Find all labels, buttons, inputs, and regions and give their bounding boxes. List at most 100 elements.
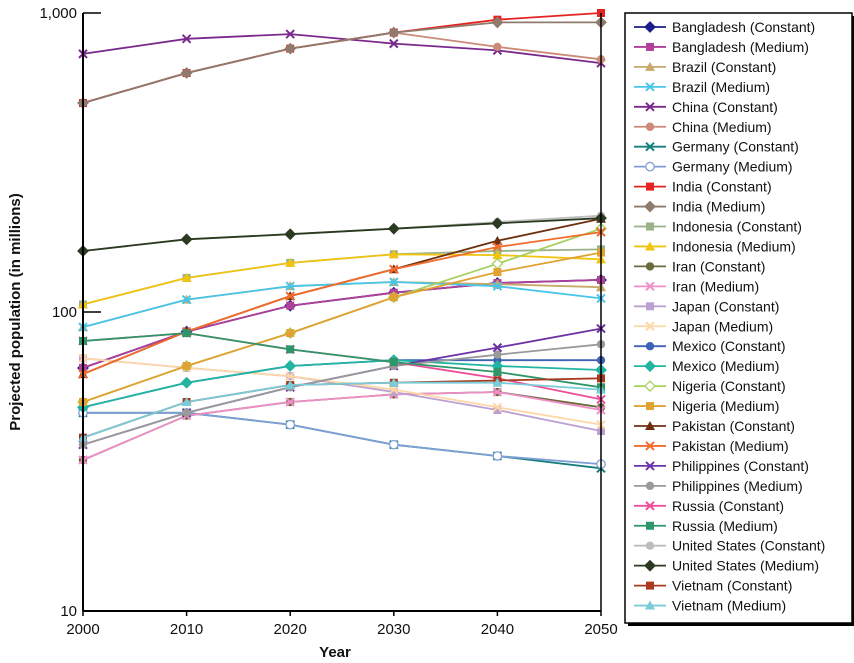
legend-item: Pakistan (Constant) — [634, 418, 795, 434]
series-brazil-medium — [78, 277, 606, 332]
legend-item: China (Medium) — [634, 119, 772, 135]
legend-item: Brazil (Constant) — [634, 59, 776, 75]
y-tick-label: 100 — [52, 304, 77, 321]
legend-label: China (Constant) — [672, 99, 778, 115]
legend-label: Indonesia (Medium) — [672, 238, 796, 254]
y-tick-label: 1,000 — [39, 5, 77, 22]
legend-item: Vietnam (Constant) — [634, 578, 792, 594]
series-line — [82, 214, 602, 252]
legend-label: Pakistan (Constant) — [672, 418, 795, 434]
data-point — [286, 345, 295, 354]
data-point — [284, 360, 297, 372]
data-point — [181, 34, 192, 44]
legend-item: Germany (Constant) — [634, 139, 799, 155]
legend-label: Russia (Constant) — [672, 498, 784, 514]
data-point — [285, 29, 295, 39]
legend-label: India (Constant) — [672, 179, 772, 195]
data-point — [493, 406, 502, 415]
series-india-medium — [77, 16, 607, 109]
legend-label: United States (Medium) — [672, 558, 819, 574]
legend-item: Nigeria (Constant) — [634, 378, 786, 394]
series-china-constant — [78, 29, 606, 68]
x-axis-title: Year — [319, 644, 351, 661]
legend-label: Brazil (Medium) — [672, 79, 770, 95]
data-point — [285, 379, 296, 389]
data-point — [285, 371, 295, 381]
legend-label: Indonesia (Constant) — [672, 219, 802, 235]
legend-item: India (Constant) — [634, 179, 772, 195]
series-pakistan-constant — [78, 213, 606, 379]
legend-item: United States (Medium) — [634, 558, 819, 574]
legend-item: India (Medium) — [634, 199, 765, 215]
legend-marker — [644, 360, 656, 373]
legend-label: United States (Constant) — [672, 538, 825, 554]
data-point — [492, 250, 503, 260]
data-point — [388, 249, 399, 259]
legend-marker — [645, 241, 655, 251]
series-india-constant — [79, 9, 605, 108]
axes: Year Projected population (in millions) … — [7, 5, 618, 661]
x-tick-label: 2040 — [481, 621, 514, 638]
data-point — [492, 342, 503, 353]
data-point — [389, 293, 398, 302]
x-tick-label: 2020 — [274, 621, 307, 638]
legend-label: Mexico (Constant) — [672, 338, 786, 354]
y-axis-title: Projected population (in millions) — [7, 193, 24, 431]
data-point — [389, 38, 399, 49]
legend-label: Philippines (Medium) — [672, 478, 803, 494]
legend-item: Russia (Medium) — [634, 518, 778, 534]
legend-marker — [645, 600, 655, 610]
legend-marker — [645, 262, 655, 271]
plot-area — [77, 9, 607, 474]
legend-item: Indonesia (Constant) — [634, 219, 802, 235]
data-point — [180, 67, 193, 79]
legend-marker — [645, 61, 655, 71]
legend-label: China (Medium) — [672, 119, 772, 135]
legend-label: Germany (Medium) — [672, 159, 793, 175]
legend-item: Iran (Medium) — [634, 278, 759, 294]
x-tick-label: 2000 — [66, 621, 99, 638]
x-tick-label: 2010 — [170, 621, 203, 638]
legend-marker — [646, 182, 654, 191]
data-point — [492, 402, 503, 413]
data-point — [492, 377, 503, 387]
legend-item: Russia (Constant) — [634, 498, 784, 514]
data-point — [491, 257, 504, 270]
legend-item: Bangladesh (Constant) — [634, 19, 815, 35]
legend-label: Iran (Medium) — [672, 278, 759, 294]
legend-marker — [646, 302, 654, 311]
legend-label: Iran (Constant) — [672, 258, 765, 274]
legend-marker — [645, 441, 655, 451]
legend-label: Russia (Medium) — [672, 518, 778, 534]
data-point — [284, 42, 297, 55]
legend-marker — [645, 141, 655, 152]
legend-marker — [645, 122, 655, 131]
series-line — [82, 279, 602, 369]
data-point — [389, 384, 399, 395]
legend-item: China (Constant) — [634, 99, 778, 115]
legend-label: Japan (Medium) — [672, 318, 773, 334]
series-line — [82, 391, 602, 461]
data-point — [493, 367, 502, 376]
legend-item: Japan (Medium) — [634, 318, 773, 334]
legend-marker — [645, 161, 655, 172]
legend-item: Japan (Constant) — [634, 298, 779, 314]
legend-marker — [644, 200, 656, 213]
series-line — [82, 332, 602, 389]
data-point — [491, 16, 504, 29]
legend-marker — [646, 42, 654, 51]
legend-marker — [645, 541, 655, 550]
series-line — [82, 357, 602, 426]
series-line — [82, 377, 602, 439]
data-point — [286, 329, 295, 338]
legend-marker — [645, 461, 655, 471]
series-vietnam-medium — [78, 377, 606, 442]
series-japan-medium — [78, 353, 606, 430]
legend-label: Pakistan (Medium) — [672, 438, 789, 454]
data-point — [286, 301, 295, 310]
data-point — [182, 408, 191, 418]
series-united-states-constant — [78, 211, 606, 256]
series-line — [82, 343, 602, 446]
data-point — [285, 291, 295, 301]
legend-label: Brazil (Constant) — [672, 59, 776, 75]
